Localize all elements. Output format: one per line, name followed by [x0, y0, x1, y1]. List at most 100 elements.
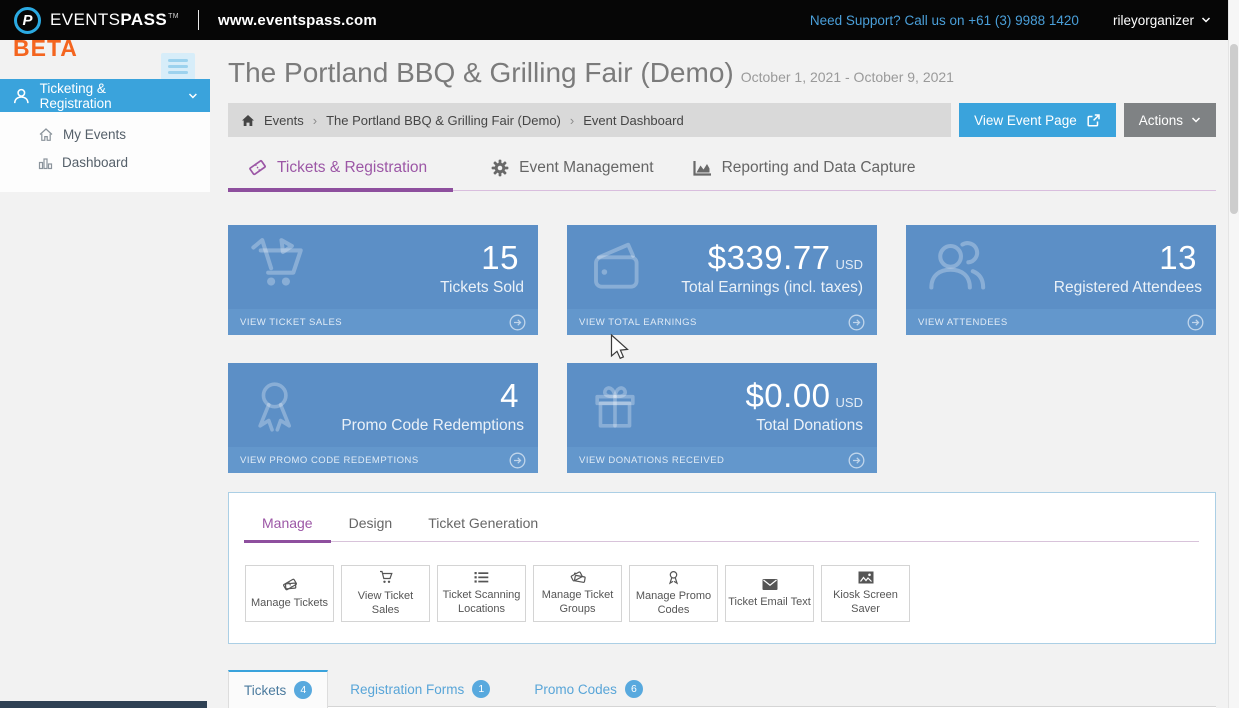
stat-label: Tickets Sold: [440, 278, 524, 296]
stat-card-tickets-sold[interactable]: 15 Tickets Sold VIEW TICKET SALES: [228, 225, 538, 335]
arrow-circle-icon: [509, 314, 526, 330]
actions-label: Actions: [1138, 112, 1183, 128]
manage-ticket-groups-button[interactable]: Manage Ticket Groups: [533, 565, 622, 622]
mouse-cursor: [610, 334, 629, 360]
stats-row-2: 4 Promo Code Redemptions VIEW PROMO CODE…: [228, 363, 877, 473]
stat-footer-link[interactable]: VIEW DONATIONS RECEIVED: [567, 447, 877, 473]
panel-button-label: View Ticket Sales: [357, 589, 414, 616]
view-ticket-sales-button[interactable]: View Ticket Sales: [341, 565, 430, 622]
stat-card-total-donations[interactable]: $0.00 USD Total Donations VIEW DONATIONS …: [567, 363, 877, 473]
count-badge: 6: [624, 680, 643, 698]
count-badge: 4: [294, 681, 313, 699]
home-icon: [242, 114, 254, 126]
sidebar-item-dashboard[interactable]: Dashboard: [0, 149, 210, 177]
stat-value: 4: [500, 377, 519, 415]
chevron-down-icon: [189, 93, 198, 99]
sidebar-item-label: My Events: [63, 127, 127, 142]
stat-footer-link[interactable]: VIEW ATTENDEES: [906, 309, 1216, 335]
panel-buttons-row: Manage Tickets View Ticket Sales Ticket …: [245, 565, 1215, 622]
brand-divider: [197, 10, 199, 30]
tab-label: Event Management: [519, 158, 654, 176]
tab-reporting-data-capture[interactable]: Reporting and Data Capture: [692, 158, 916, 190]
sidebar-item-my-events[interactable]: My Events: [0, 121, 210, 149]
breadcrumb-item-event[interactable]: The Portland BBQ & Grilling Fair (Demo): [326, 112, 561, 128]
stat-value: 13: [1159, 239, 1197, 277]
manage-tickets-button[interactable]: Manage Tickets: [245, 565, 334, 622]
stat-label: Total Earnings (incl. taxes): [681, 278, 863, 296]
stats-row-1: 15 Tickets Sold VIEW TICKET SALES $339.7…: [228, 225, 1216, 335]
sidebar-header-ticketing[interactable]: Ticketing & Registration: [0, 79, 210, 112]
panel-tab-label: Design: [348, 515, 393, 531]
eventspass-logo-icon: P: [14, 6, 41, 34]
count-badge: 1: [472, 680, 491, 698]
tab-tickets-registration[interactable]: Tickets & Registration: [228, 158, 454, 192]
panel-tab-ticket-generation[interactable]: Ticket Generation: [410, 515, 556, 541]
panel-tab-bar: Manage Design Ticket Generation: [244, 515, 1199, 543]
stat-card-registered-attendees[interactable]: 13 Registered Attendees VIEW ATTENDEES: [906, 225, 1216, 335]
external-link-icon: [1087, 113, 1100, 127]
manage-promo-codes-button[interactable]: Manage Promo Codes: [629, 565, 718, 622]
stat-footer-link[interactable]: VIEW TOTAL EARNINGS: [567, 309, 877, 335]
kiosk-screen-saver-button[interactable]: Kiosk Screen Saver: [821, 565, 910, 622]
panel-tab-manage[interactable]: Manage: [244, 515, 331, 543]
brand-pass: PASS: [120, 10, 168, 29]
stat-footer-label: VIEW ATTENDEES: [918, 316, 1008, 328]
brand-logo[interactable]: P EVENTSPASSTM www.eventspass.com: [14, 6, 377, 34]
panel-tab-design[interactable]: Design: [331, 515, 411, 541]
gift-icon: [595, 386, 635, 428]
shopping-cart-icon: [251, 238, 303, 286]
tab-label: Reporting and Data Capture: [721, 158, 916, 176]
breadcrumb: Events › The Portland BBQ & Grilling Fai…: [228, 103, 952, 137]
stat-footer-link[interactable]: VIEW TICKET SALES: [228, 309, 538, 335]
tab-registration-forms[interactable]: Registration Forms 1: [328, 670, 512, 708]
bottom-tab-bar: Tickets 4 Registration Forms 1 Promo Cod…: [228, 670, 665, 708]
user-menu[interactable]: rileyorganizer: [1113, 13, 1211, 28]
tickets-icon: [282, 578, 297, 590]
ribbon-icon: [668, 570, 679, 585]
envelope-icon: [762, 578, 777, 590]
bottom-tab-label: Promo Codes: [534, 681, 617, 697]
chevron-down-icon: [1201, 17, 1211, 23]
bottom-tab-label: Registration Forms: [350, 681, 465, 697]
arrow-circle-icon: [848, 314, 865, 330]
ticket-group-icon: [570, 571, 586, 584]
breadcrumb-item-dashboard[interactable]: Event Dashboard: [583, 112, 684, 128]
stat-unit: USD: [835, 257, 863, 273]
event-title: The Portland BBQ & Grilling Fair (Demo): [228, 57, 734, 88]
ticket-scanning-locations-button[interactable]: Ticket Scanning Locations: [437, 565, 526, 622]
event-dates: October 1, 2021 - October 9, 2021: [740, 69, 954, 85]
scrollbar-thumb[interactable]: [1230, 44, 1238, 214]
stat-card-promo-redemptions[interactable]: 4 Promo Code Redemptions VIEW PROMO CODE…: [228, 363, 538, 473]
brand-name: EVENTSPASSTM: [50, 10, 179, 30]
panel-button-label: Ticket Email Text: [728, 595, 811, 608]
top-bar: P EVENTSPASSTM www.eventspass.com Need S…: [0, 0, 1239, 40]
stat-value: $0.00: [745, 377, 831, 415]
stat-label: Registered Attendees: [1053, 278, 1202, 296]
ticket-tools-panel: Manage Design Ticket Generation Manage T…: [228, 492, 1216, 644]
panel-button-label: Manage Tickets: [250, 596, 329, 609]
stat-value: 15: [481, 239, 519, 277]
tab-tickets[interactable]: Tickets 4: [228, 670, 329, 708]
bottom-panel-edge: [228, 706, 1216, 708]
ticket-icon: [249, 159, 266, 176]
tab-label: Tickets & Registration: [277, 158, 428, 176]
support-link[interactable]: Need Support? Call us on +61 (3) 9988 14…: [809, 12, 1079, 28]
site-url[interactable]: www.eventspass.com: [217, 11, 377, 29]
wallet-icon: [594, 242, 639, 289]
sidebar-toggle-button[interactable]: [161, 53, 195, 80]
stat-footer-label: VIEW PROMO CODE REDEMPTIONS: [240, 454, 419, 466]
tab-promo-codes[interactable]: Promo Codes 6: [512, 670, 665, 708]
sidebar-header-label: Ticketing & Registration: [39, 80, 112, 111]
actions-button[interactable]: Actions: [1123, 103, 1216, 137]
vertical-scrollbar[interactable]: [1228, 0, 1239, 708]
stat-footer-link[interactable]: VIEW PROMO CODE REDEMPTIONS: [228, 447, 538, 473]
ticket-email-text-button[interactable]: Ticket Email Text: [725, 565, 814, 622]
stat-label: Promo Code Redemptions: [341, 416, 524, 434]
panel-button-label: Ticket Scanning Locations: [442, 588, 521, 615]
stat-card-total-earnings[interactable]: $339.77 USD Total Earnings (incl. taxes) …: [567, 225, 877, 335]
tab-event-management[interactable]: Event Management: [491, 158, 654, 190]
view-event-page-button[interactable]: View Event Page: [959, 103, 1116, 137]
breadcrumb-item-events[interactable]: Events: [264, 112, 304, 128]
brand-events: EVENTS: [50, 10, 121, 29]
